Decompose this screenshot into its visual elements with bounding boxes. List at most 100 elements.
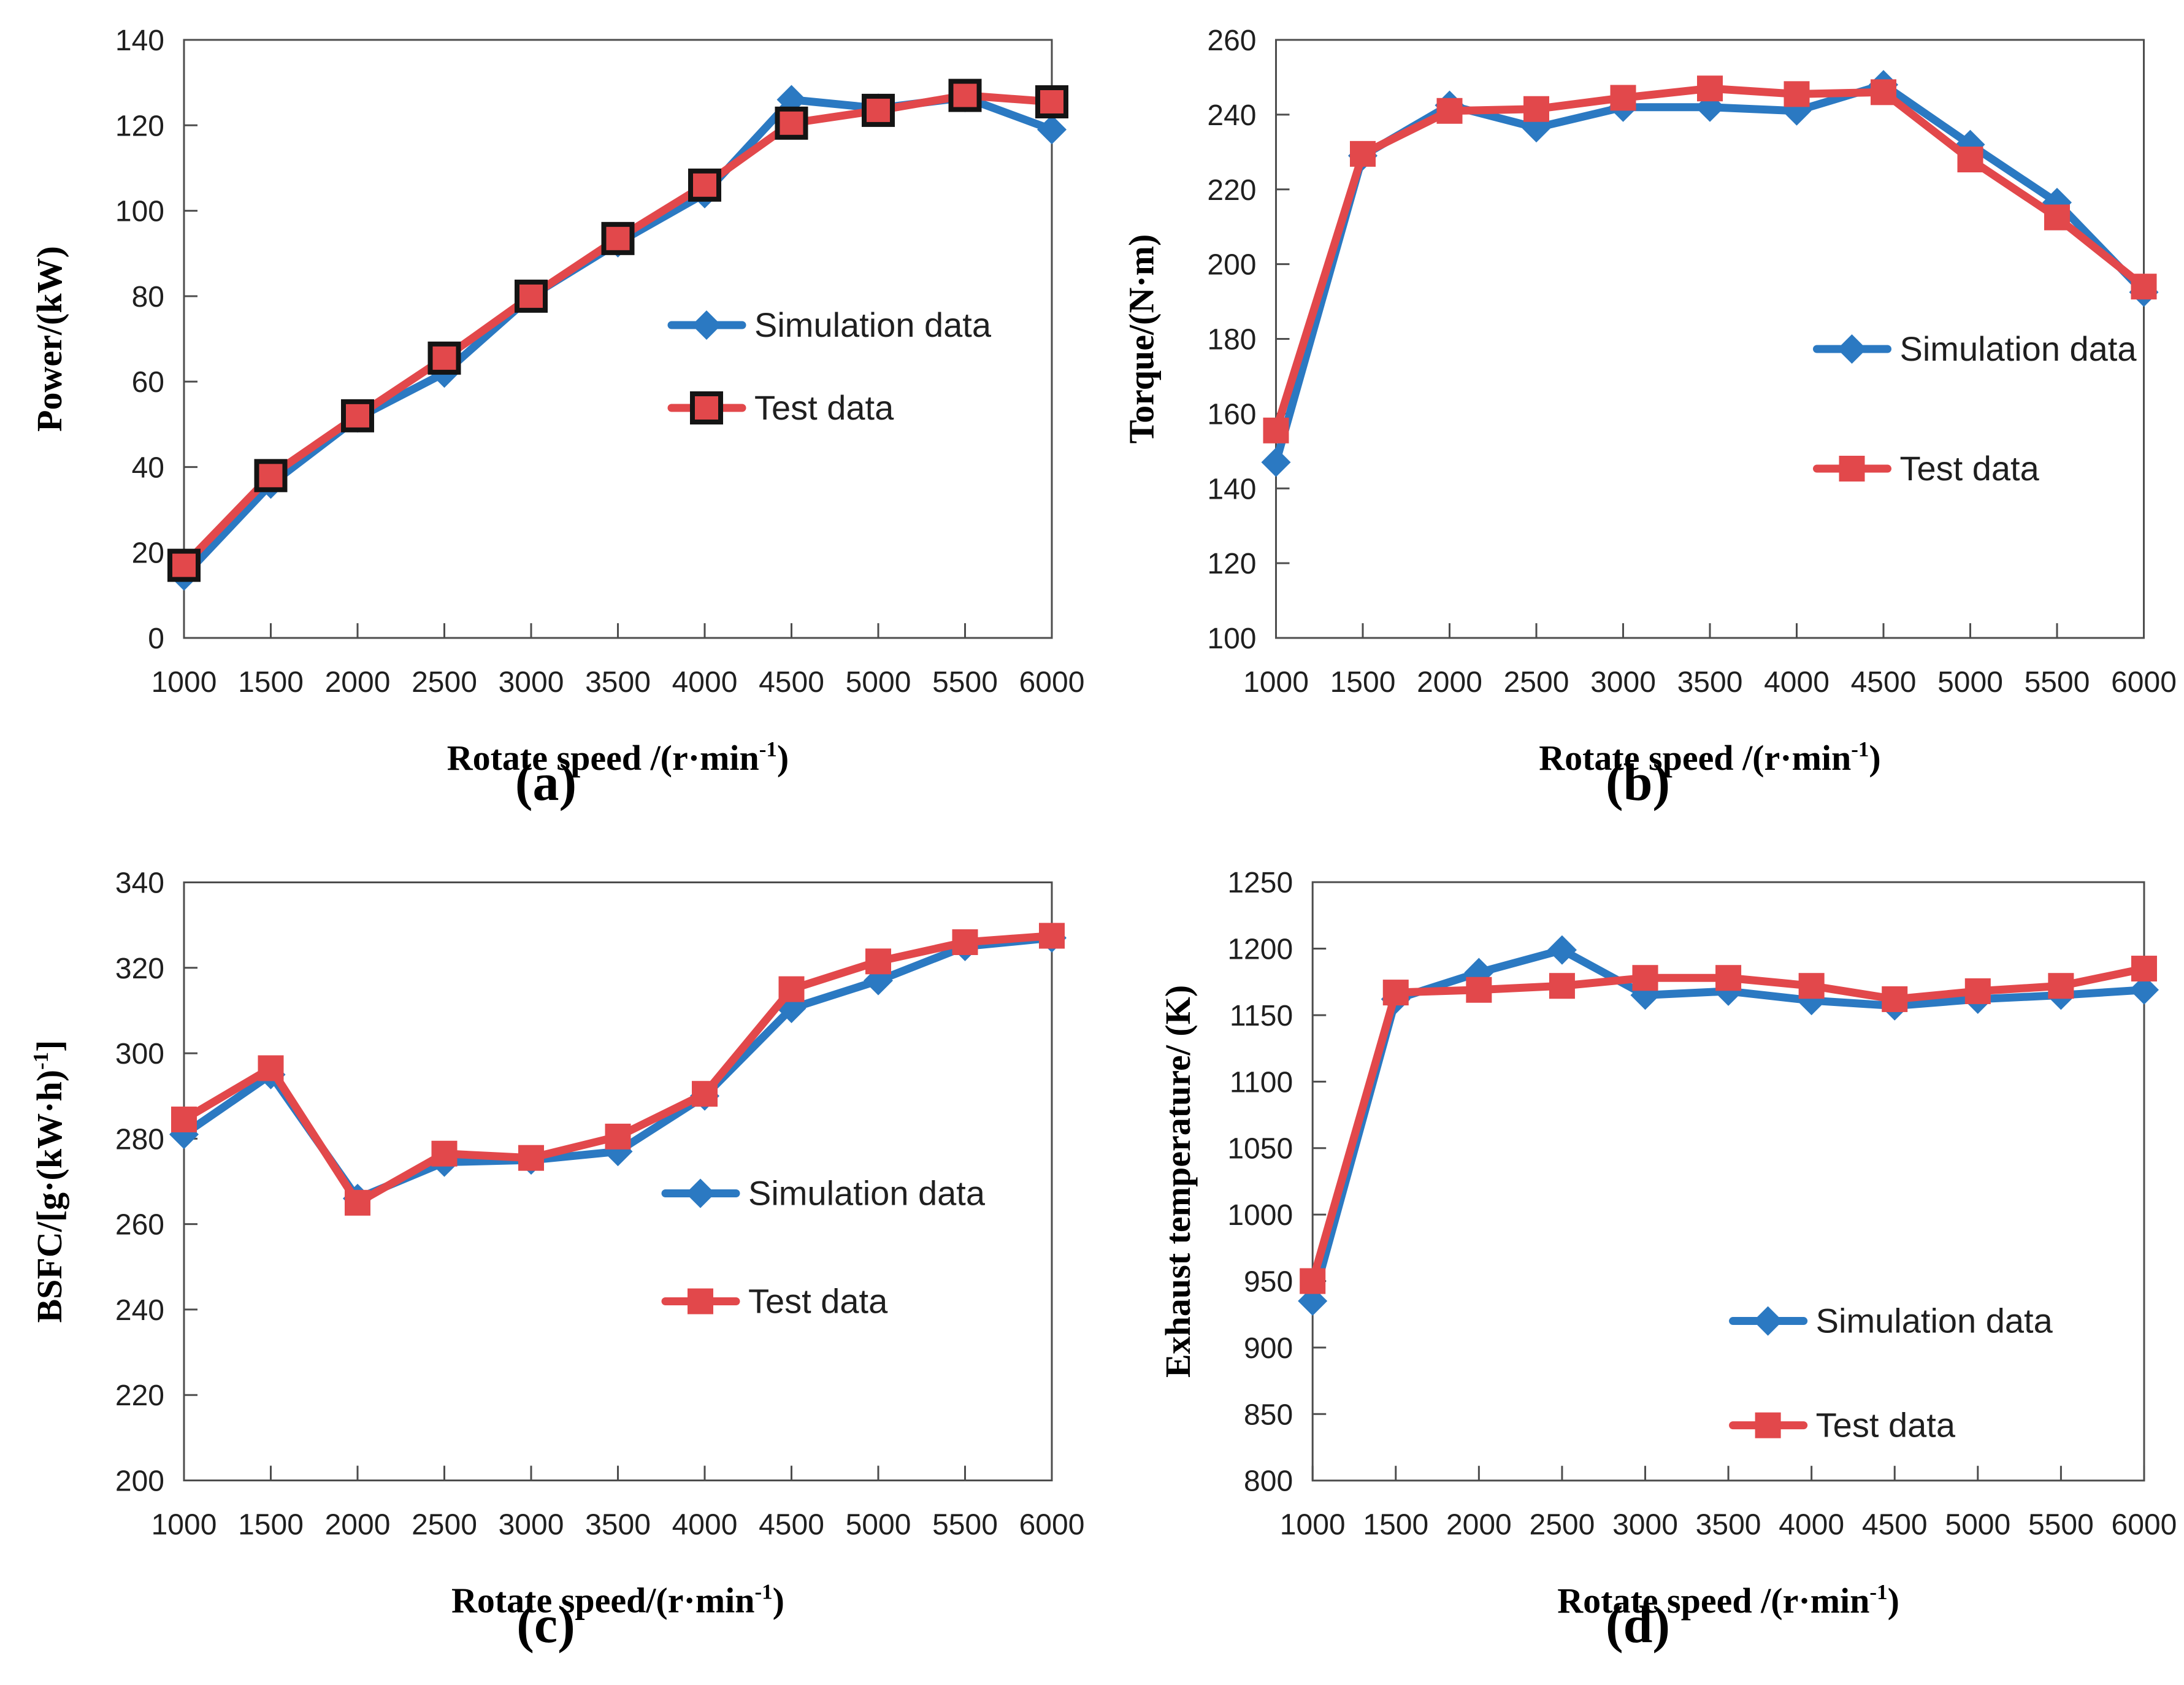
y-tick-label: 850	[1244, 1399, 1293, 1431]
y-tick-label: 320	[115, 953, 164, 985]
y-tick-label: 800	[1244, 1465, 1293, 1498]
marker-simulation-data	[1261, 447, 1291, 477]
marker-test-data	[1039, 923, 1065, 949]
y-tick-label: 220	[1207, 174, 1256, 207]
chart-caption-b: (b)	[1605, 753, 1671, 812]
x-tick-label: 1000	[1243, 666, 1309, 699]
marker-test-data	[518, 1145, 544, 1171]
x-tick-label: 2500	[412, 666, 477, 699]
legend-label: Test data	[1900, 449, 2040, 488]
marker-test-data	[601, 221, 635, 255]
legend-entry-test-data: Test data	[1729, 1406, 1956, 1445]
marker-test-data	[1882, 986, 1908, 1012]
legend-label: Test data	[754, 388, 894, 427]
marker-test-data	[1035, 85, 1068, 118]
x-tick-label: 6000	[1019, 1509, 1085, 1541]
marker-test-data	[341, 399, 374, 432]
x-tick-label: 3500	[585, 666, 651, 699]
marker-simulation-data	[1037, 115, 1067, 145]
y-tick-label: 1100	[1230, 1066, 1293, 1099]
y-tick-label: 1200	[1227, 934, 1293, 966]
y-tick-label: 1000	[1227, 1199, 1293, 1232]
marker-test-data	[1798, 973, 1825, 999]
marker-test-data	[605, 1123, 631, 1150]
marker-test-data	[1964, 978, 1991, 1004]
x-tick-label: 4500	[1851, 666, 1917, 699]
x-axis-title: Rotate speed /(r·min-1)	[1557, 1580, 1899, 1621]
marker-test-data	[948, 79, 982, 112]
x-tick-label: 4000	[1779, 1509, 1844, 1541]
y-tick-label: 100	[1207, 623, 1256, 655]
chart-caption-a: (a)	[515, 753, 577, 812]
x-tick-label: 2500	[1530, 1509, 1595, 1541]
legend-marker-diamond	[1837, 334, 1867, 364]
legend-entry-test-data: Test data	[667, 388, 894, 427]
legend-label: Simulation data	[1816, 1302, 2053, 1340]
y-tick-label: 160	[1207, 398, 1256, 431]
y-tick-label: 1050	[1227, 1133, 1293, 1165]
y-tick-label: 20	[132, 537, 164, 570]
marker-simulation-data	[1630, 980, 1660, 1010]
y-tick-label: 240	[1207, 99, 1256, 132]
x-tick-label: 1500	[1363, 1509, 1428, 1541]
legend-label: Test data	[748, 1282, 888, 1321]
series-line-test-data	[1272, 84, 2148, 435]
y-tick-label: 340	[115, 867, 164, 900]
legend-marker-square	[1755, 1412, 1781, 1438]
x-axis-title: Rotate speed/(r·min-1)	[451, 1580, 784, 1621]
x-tick-label: 3500	[1696, 1509, 1761, 1541]
x-tick-label: 2000	[1446, 1509, 1512, 1541]
x-tick-label: 4500	[759, 666, 824, 699]
chart-c: 200 220 240 260 280 300 320 340 1000 1500 2000 2500…	[29, 867, 1084, 1621]
y-tick-label: 100	[115, 196, 164, 228]
chart-a-canvas: 0 20 40 60 80 100 120 140 1000 1500 2000 2500 3000 35…	[29, 25, 1084, 778]
legend-marker-square	[690, 391, 723, 424]
legend-marker-diamond	[686, 1178, 715, 1208]
marker-test-data	[1382, 980, 1409, 1006]
marker-test-data	[1715, 965, 1742, 991]
x-tick-label: 2000	[1417, 666, 1482, 699]
marker-test-data	[345, 1189, 370, 1216]
y-tick-label: 0	[148, 623, 164, 655]
x-axis-title: Rotate speed /(r·min-1)	[447, 737, 789, 778]
marker-test-data	[1466, 977, 1492, 1003]
legend-marker-square	[1839, 456, 1865, 482]
chart-b: 100 120 140 160 180 200 220 240 260 1000 1500 2000 2…	[1122, 25, 2177, 778]
marker-test-data	[1871, 79, 1896, 106]
marker-test-data	[2131, 274, 2157, 300]
y-axis-title: Torque/(N·m)	[1122, 234, 1162, 444]
y-tick-label: 1250	[1227, 867, 1293, 899]
x-tick-label: 1000	[151, 1509, 217, 1541]
marker-test-data	[862, 93, 895, 127]
chart-panel-c: 200 220 240 260 280 300 320 340 1000 1500 2000 2500…	[0, 842, 1092, 1685]
legend-entry-simulation-data: Simulation data	[1813, 329, 2137, 368]
chart-d: 800 850 900 950 1000 1050 1100 1150 1200 1250 1000…	[1158, 867, 2177, 1621]
y-tick-label: 40	[132, 451, 164, 484]
y-tick-label: 300	[115, 1038, 164, 1070]
chart-panel-b: 100 120 140 160 180 200 220 240 260 1000 1500 2000 2…	[1092, 0, 2184, 842]
marker-test-data	[427, 341, 461, 375]
x-tick-label: 2000	[325, 666, 391, 699]
marker-test-data	[1784, 81, 1810, 107]
x-tick-label: 3500	[585, 1509, 651, 1541]
x-tick-label: 4000	[672, 666, 738, 699]
legend-entry-simulation-data: Simulation data	[1729, 1302, 2053, 1340]
marker-test-data	[1697, 75, 1723, 102]
chart-panel-a: 0 20 40 60 80 100 120 140 1000 1500 2000 2500 3000 35…	[0, 0, 1092, 842]
chart-d-canvas: 800 850 900 950 1000 1050 1100 1150 1200 1250 1000…	[1158, 867, 2177, 1621]
y-tick-label: 900	[1244, 1332, 1293, 1365]
marker-test-data	[692, 1081, 718, 1107]
x-tick-label: 4000	[672, 1509, 738, 1541]
marker-test-data	[254, 459, 288, 493]
legend-label: Test data	[1816, 1406, 1956, 1445]
x-tick-label: 6000	[2112, 1509, 2177, 1541]
y-tick-label: 240	[115, 1294, 164, 1327]
y-tick-label: 950	[1244, 1266, 1293, 1299]
x-tick-label: 5500	[2028, 1509, 2094, 1541]
x-tick-label: 5500	[2025, 666, 2090, 699]
marker-test-data	[1632, 965, 1658, 991]
y-tick-label: 220	[115, 1380, 164, 1412]
y-tick-label: 1150	[1230, 1000, 1293, 1032]
x-tick-label: 2500	[1504, 666, 1569, 699]
